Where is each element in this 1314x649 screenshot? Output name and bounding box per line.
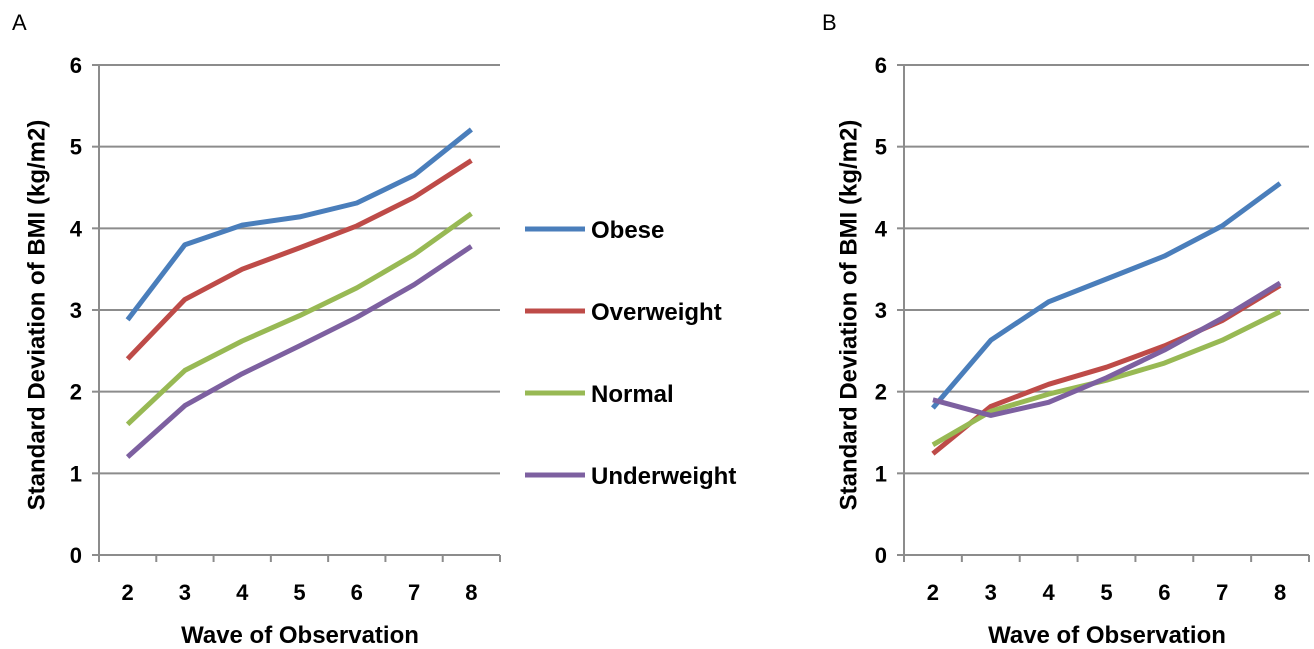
legend-label-underweight: Underweight: [591, 463, 736, 490]
legend-label-overweight: Overweight: [591, 299, 722, 326]
y-tick-label: 2: [875, 380, 887, 405]
y-tick-label: 4: [875, 216, 888, 241]
series-line-obese: [125, 127, 473, 322]
x-tick-label: 6: [351, 580, 363, 605]
y-tick-label: 0: [70, 543, 82, 568]
x-tick-label: 3: [985, 580, 997, 605]
x-tick-label: 6: [1158, 580, 1170, 605]
y-tick-label: 0: [875, 543, 887, 568]
y-tick-label: 6: [70, 53, 82, 78]
y-axis-title: Standard Deviation of BMI (kg/m2): [23, 120, 50, 511]
y-tick-label: 5: [70, 135, 82, 160]
series-line-underweight: [932, 280, 1282, 418]
panel-a: A 0 1 2 3 4 5 6 2 3 4 5 6 7 8 Wave of Observation Standa…: [12, 10, 501, 649]
y-tick-label: 5: [875, 135, 887, 160]
x-tick-label: 3: [179, 580, 191, 605]
y-tick-label: 1: [875, 461, 887, 486]
series-line-normal: [125, 211, 473, 427]
y-tick-label: 4: [70, 216, 83, 241]
y-tick-label: 1: [70, 461, 82, 486]
y-tick-label: 2: [70, 380, 82, 405]
series-line-underweight: [125, 244, 473, 459]
x-axis-title: Wave of Observation: [988, 622, 1226, 649]
x-tick-label: 7: [1216, 580, 1228, 605]
series-line-overweight: [125, 158, 473, 361]
x-tick-label: 5: [293, 580, 305, 605]
series-line-obese: [930, 181, 1282, 410]
panel-letter: A: [12, 10, 27, 35]
x-tick-label: 8: [1274, 580, 1286, 605]
y-tick-label: 3: [70, 298, 82, 323]
x-tick-label: 2: [122, 580, 134, 605]
x-axis-title: Wave of Observation: [181, 622, 419, 649]
legend: Obese Overweight Normal Underweight: [525, 217, 736, 490]
legend-label-normal: Normal: [591, 381, 674, 408]
legend-label-obese: Obese: [591, 217, 664, 244]
y-axis-title: Standard Deviation of BMI (kg/m2): [835, 120, 862, 511]
x-tick-label: 4: [236, 580, 249, 605]
panel-letter: B: [822, 10, 837, 35]
y-tick-label: 3: [875, 298, 887, 323]
x-tick-label: 8: [465, 580, 477, 605]
panel-b: B 0 1 2 3 4 5 6 2 3 4 5 6 7 8 Wave of Observation Standa…: [822, 10, 1310, 649]
x-tick-label: 5: [1100, 580, 1112, 605]
x-tick-label: 2: [927, 580, 939, 605]
x-tick-label: 7: [408, 580, 420, 605]
x-tick-label: 4: [1043, 580, 1056, 605]
y-tick-label: 6: [875, 53, 887, 78]
